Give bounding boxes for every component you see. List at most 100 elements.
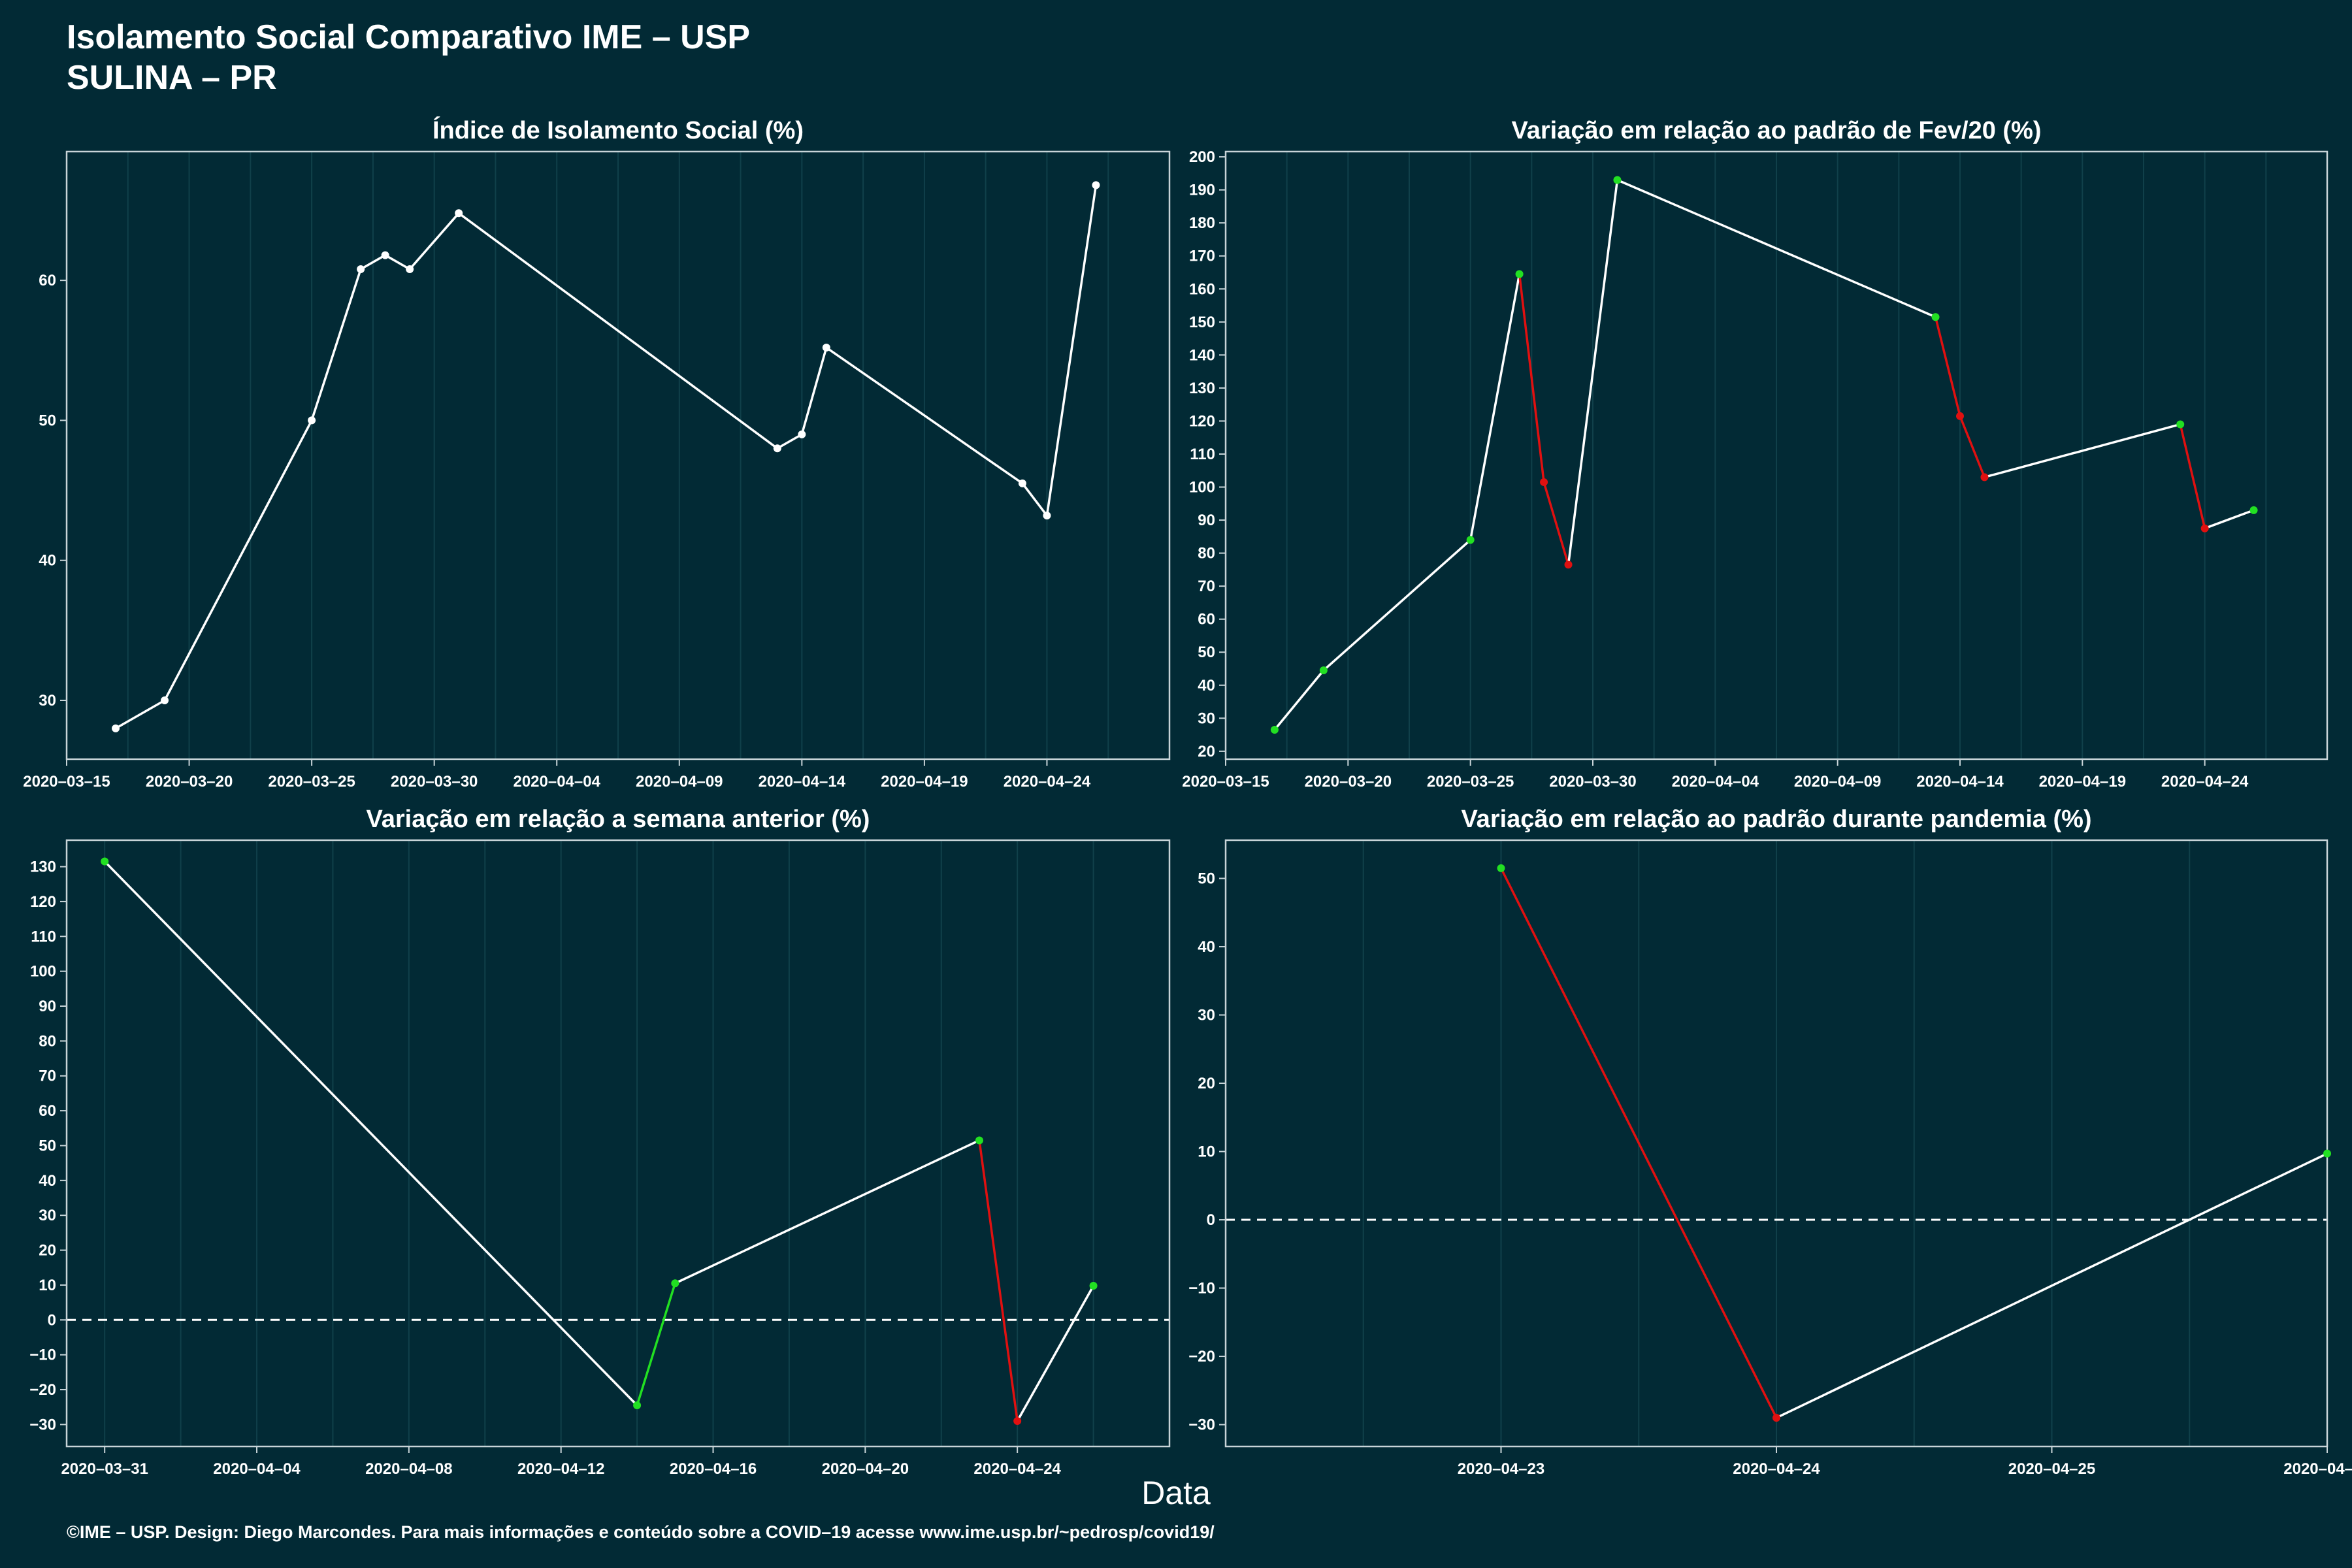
- series-segment: [1518, 272, 1545, 483]
- y-tick-label: −20: [29, 1381, 56, 1399]
- series-segment: [1934, 316, 1961, 417]
- y-tick-label: 40: [1198, 938, 1215, 956]
- x-tick-label: 2020–03–15: [23, 773, 110, 791]
- y-tick-label: −30: [1188, 1416, 1215, 1434]
- series-segment: [2179, 423, 2206, 530]
- x-tick-label: 2020–03–31: [61, 1460, 148, 1478]
- x-tick-label: 2020–04–14: [1916, 773, 2004, 791]
- data-point: [1772, 1414, 1780, 1422]
- data-point: [975, 1136, 983, 1145]
- data-point: [1931, 313, 1940, 321]
- series-segment: [1959, 415, 1986, 479]
- footer-caption: ©IME – USP. Design: Diego Marcondes. Par…: [67, 1522, 1215, 1542]
- series-segment: [457, 212, 779, 450]
- main-title-line2: SULINA – PR: [67, 59, 277, 97]
- x-tick-label: 2020–04–04: [213, 1460, 301, 1478]
- y-tick-label: 120: [30, 893, 56, 911]
- data-point: [1466, 536, 1475, 544]
- series-segment: [310, 268, 362, 422]
- y-tick-label: 20: [39, 1242, 56, 1260]
- y-tick-label: 80: [39, 1032, 56, 1050]
- y-tick-label: −30: [29, 1416, 56, 1433]
- x-tick-label: 2020–04–20: [822, 1460, 909, 1478]
- y-tick-label: −10: [29, 1347, 56, 1364]
- x-tick-label: 2020–04–23: [1458, 1460, 1544, 1478]
- series-segment: [636, 1282, 677, 1407]
- x-tick-label: 2020–04–24: [1733, 1460, 1820, 1478]
- x-tick-label: 2020–04–04: [513, 773, 600, 791]
- x-tick-label: 2020–03–30: [1549, 773, 1636, 791]
- x-axis-title: Data: [1141, 1475, 1211, 1511]
- series-segment: [2203, 509, 2255, 530]
- data-point: [1956, 412, 1964, 420]
- series-segment: [1567, 178, 1619, 566]
- y-tick-label: 0: [48, 1311, 56, 1329]
- y-tick-label: 10: [1198, 1143, 1215, 1161]
- series-segment: [114, 699, 166, 730]
- chart-panel-2: 20 30 40 50 60 70 80 90 100 110 120 130 140 150 160 170…: [1182, 148, 2328, 791]
- y-tick-label: 70: [1198, 578, 1215, 595]
- chart-panel-1: 30 40 50 60 2020–03–15 2020–03–20 2020–03–25 20…: [23, 150, 1171, 791]
- y-tick-label: 30: [1198, 710, 1215, 727]
- main-title: Isolamento Social Comparativo IME – USP …: [67, 17, 750, 98]
- series-segment: [1543, 481, 1570, 566]
- series-segment: [800, 346, 828, 436]
- data-point: [161, 696, 169, 704]
- data-point: [2176, 420, 2185, 429]
- series-segment: [978, 1139, 1019, 1422]
- data-point: [1018, 479, 1026, 487]
- data-point: [1092, 181, 1100, 189]
- data-point: [455, 209, 463, 218]
- series-segment: [1322, 538, 1472, 672]
- x-tick-label: 2020–04–19: [2039, 773, 2126, 791]
- series-segment: [776, 433, 804, 450]
- data-point: [671, 1279, 679, 1288]
- data-point: [2323, 1149, 2331, 1158]
- y-tick-label: 0: [1207, 1211, 1215, 1229]
- y-tick-label: 40: [1198, 677, 1215, 694]
- y-tick-label: 140: [1189, 346, 1215, 364]
- y-tick-label: 130: [30, 858, 56, 876]
- x-tick-label: 2020–04–08: [365, 1460, 452, 1478]
- y-tick-label: 30: [1198, 1007, 1215, 1024]
- data-point: [1540, 478, 1548, 486]
- series-segment: [359, 253, 387, 270]
- y-tick-label: 30: [39, 692, 56, 710]
- data-point: [1013, 1417, 1022, 1426]
- y-tick-label: 50: [39, 1137, 56, 1154]
- data-point: [1497, 864, 1505, 872]
- y-tick-label: 150: [1189, 314, 1215, 331]
- series-segment: [384, 253, 411, 270]
- y-tick-label: 90: [1198, 512, 1215, 529]
- y-tick-label: 50: [39, 412, 56, 429]
- y-tick-label: 60: [1198, 611, 1215, 629]
- data-point: [101, 857, 109, 866]
- x-tick-label: 2020–04–09: [636, 773, 723, 791]
- y-tick-label: 50: [1198, 644, 1215, 661]
- y-tick-label: −10: [1188, 1280, 1215, 1298]
- y-tick-label: 120: [1189, 412, 1215, 430]
- panel-title-fev20: Variação em relação ao padrão de Fev/20 …: [1511, 117, 2042, 144]
- data-point: [1089, 1281, 1098, 1290]
- series-segment: [163, 419, 313, 702]
- data-point: [2200, 524, 2209, 532]
- y-tick-label: 110: [1190, 446, 1215, 463]
- series-segment: [103, 860, 638, 1407]
- y-tick-label: 40: [39, 1172, 56, 1190]
- data-point: [1319, 666, 1328, 675]
- y-tick-label: 180: [1189, 214, 1215, 232]
- series-segment: [1499, 867, 1778, 1419]
- series-segment: [1775, 1152, 2328, 1419]
- x-tick-label: 2020–04–26: [2283, 1460, 2352, 1478]
- y-tick-label: 10: [39, 1277, 56, 1294]
- series-segment: [1016, 1284, 1095, 1422]
- y-tick-label: 40: [39, 552, 56, 570]
- series-segment: [825, 346, 1024, 485]
- x-tick-label: 2020–03–20: [146, 773, 233, 791]
- data-point: [1613, 176, 1622, 184]
- data-point: [1270, 726, 1279, 734]
- y-tick-label: 60: [39, 1102, 56, 1120]
- y-tick-label: 60: [39, 272, 56, 289]
- series-segment: [1273, 669, 1325, 731]
